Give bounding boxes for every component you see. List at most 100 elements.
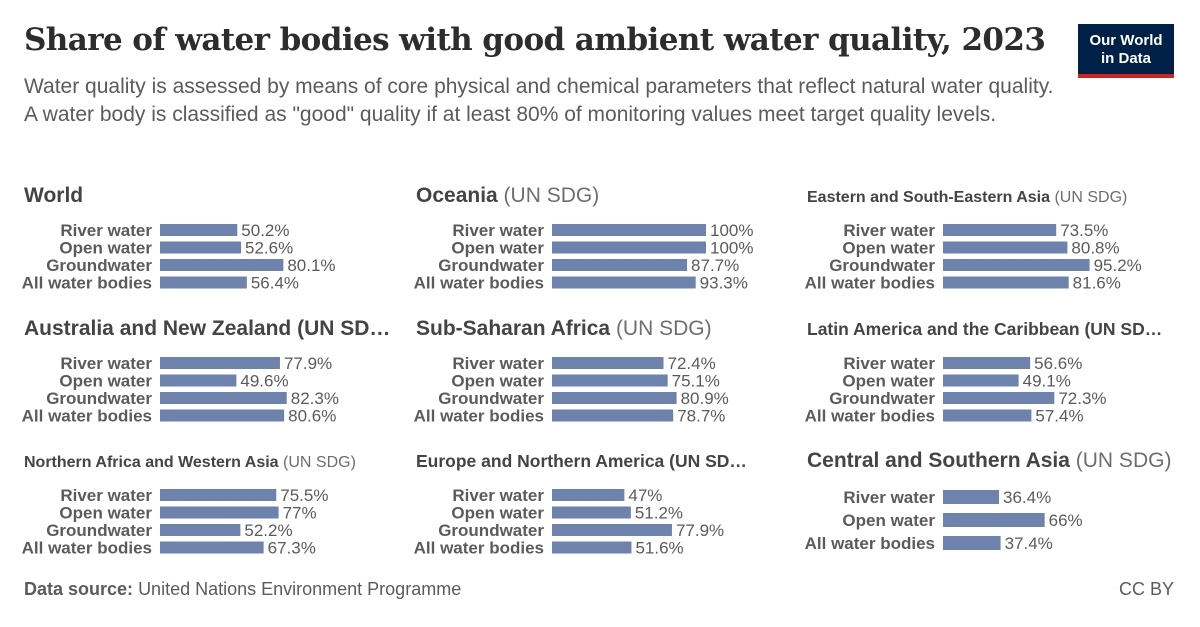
category-label: Open water [842, 239, 935, 258]
category-label: All water bodies [805, 534, 935, 553]
panel-australia-new-zealand: Australia and New Zealand (UN SD… River w… [0, 311, 391, 436]
bar[interactable] [552, 409, 674, 422]
value-label: 56.6% [1034, 354, 1082, 373]
value-label: 81.6% [1073, 274, 1121, 293]
data-source-link[interactable]: United Nations Environment Programme [138, 579, 462, 599]
bar[interactable] [160, 409, 285, 422]
bar[interactable] [160, 524, 241, 536]
bar[interactable] [160, 489, 277, 501]
value-label: 75.1% [672, 372, 720, 391]
panel-title-suffix: (UN SDG) [1050, 189, 1127, 206]
category-label: All water bodies [22, 274, 152, 293]
panel-chart-northern-africa-western-asia: Northern Africa and Western Asia (UN SDG… [22, 454, 356, 558]
value-label: 78.7% [677, 407, 725, 426]
value-label: 77.9% [284, 354, 332, 373]
panel-northern-africa-western-asia: Northern Africa and Western Asia (UN SDG… [0, 443, 380, 568]
value-label: 56.4% [251, 274, 299, 293]
bar[interactable] [552, 489, 625, 501]
category-label: Open water [451, 239, 544, 258]
bar[interactable] [160, 506, 279, 519]
bar[interactable] [552, 276, 696, 289]
value-label: 80.1% [287, 256, 335, 275]
category-label: All water bodies [414, 539, 544, 558]
value-label: 49.1% [1023, 372, 1071, 391]
panel-title: Central and Southern Asia (UN SDG) [807, 449, 1171, 472]
panel-title-suffix: (UN SDG) [1070, 449, 1172, 472]
bar[interactable] [160, 392, 287, 404]
category-label: River water [60, 354, 152, 373]
logo-accent-bar [1078, 74, 1174, 78]
value-label: 73.5% [1060, 221, 1108, 240]
bar[interactable] [160, 241, 242, 254]
value-label: 66% [1049, 511, 1083, 530]
bar[interactable] [943, 513, 1045, 527]
owid-logo[interactable]: Our World in Data [1078, 24, 1174, 78]
bar[interactable] [552, 241, 706, 254]
license-link[interactable]: CC BY [1118, 579, 1174, 599]
category-label: All water bodies [414, 274, 544, 293]
category-label: All water bodies [805, 407, 935, 426]
value-label: 47% [628, 486, 662, 505]
panel-chart-europe-northern-america: Europe and Northern America (UN SD… River… [414, 451, 747, 558]
panel-chart-sub-saharan-africa: Sub-Saharan Africa (UN SDG) River water 72… [414, 317, 729, 426]
value-label: 95.2% [1094, 256, 1142, 275]
bar[interactable] [943, 409, 1032, 422]
category-label: River water [843, 221, 935, 240]
category-label: Groundwater [438, 256, 544, 275]
category-label: Open water [59, 239, 152, 258]
bar[interactable] [943, 490, 1000, 504]
logo-line-2: in Data [1100, 50, 1151, 67]
value-label: 50.2% [241, 221, 289, 240]
bar[interactable] [160, 224, 238, 236]
bar[interactable] [552, 524, 672, 536]
panel-title: World [24, 184, 83, 207]
category-label: Open water [451, 372, 544, 391]
bar[interactable] [552, 224, 706, 236]
category-label: Open water [451, 504, 544, 523]
bar[interactable] [943, 259, 1090, 271]
bar[interactable] [552, 392, 677, 404]
value-label: 36.4% [1003, 488, 1051, 507]
category-label: Groundwater [438, 521, 544, 540]
panel-latin-america-caribbean: Latin America and the Caribbean (UN SD… R… [783, 311, 1163, 436]
category-label: Open water [842, 511, 935, 530]
bar[interactable] [943, 536, 1001, 550]
bar[interactable] [552, 259, 688, 271]
category-label: River water [452, 354, 544, 373]
value-label: 72.3% [1058, 389, 1106, 408]
panel-title: Oceania (UN SDG) [416, 184, 599, 207]
panel-title-suffix: (UN SDG) [498, 184, 600, 207]
bar[interactable] [943, 276, 1069, 289]
bar[interactable] [943, 357, 1031, 369]
category-label: Groundwater [829, 256, 935, 275]
value-label: 51.2% [635, 504, 683, 523]
bar[interactable] [943, 392, 1055, 404]
bar[interactable] [552, 541, 632, 554]
bar[interactable] [160, 541, 264, 554]
category-label: Groundwater [46, 256, 152, 275]
bar[interactable] [160, 259, 284, 271]
category-label: Groundwater [46, 521, 152, 540]
bar[interactable] [943, 241, 1068, 254]
panel-chart-central-southern-asia: Central and Southern Asia (UN SDG) River … [805, 449, 1172, 553]
category-label: River water [843, 354, 935, 373]
value-label: 75.5% [280, 486, 328, 505]
panel-title: Sub-Saharan Africa (UN SDG) [416, 317, 712, 340]
bar[interactable] [552, 357, 664, 369]
category-label: River water [60, 221, 152, 240]
panel-chart-eastern-south-eastern-asia: Eastern and South-Eastern Asia (UN SDG) R… [805, 189, 1142, 293]
value-label: 80.9% [681, 389, 729, 408]
bar[interactable] [943, 224, 1057, 236]
bar[interactable] [552, 506, 631, 519]
bar[interactable] [552, 374, 668, 387]
panel-title-suffix: (UN SDG) [279, 454, 356, 471]
bar[interactable] [160, 357, 280, 369]
logo-line-1: Our World [1089, 32, 1163, 49]
chart-subtitle: Water quality is assessed by means of co… [24, 75, 1054, 126]
panel-title: Europe and Northern America (UN SD… [416, 451, 747, 471]
bar[interactable] [943, 374, 1019, 387]
bar[interactable] [160, 374, 237, 387]
chart-title: Share of water bodies with good ambient … [24, 22, 1046, 58]
value-label: 80.8% [1071, 239, 1119, 258]
bar[interactable] [160, 276, 247, 289]
